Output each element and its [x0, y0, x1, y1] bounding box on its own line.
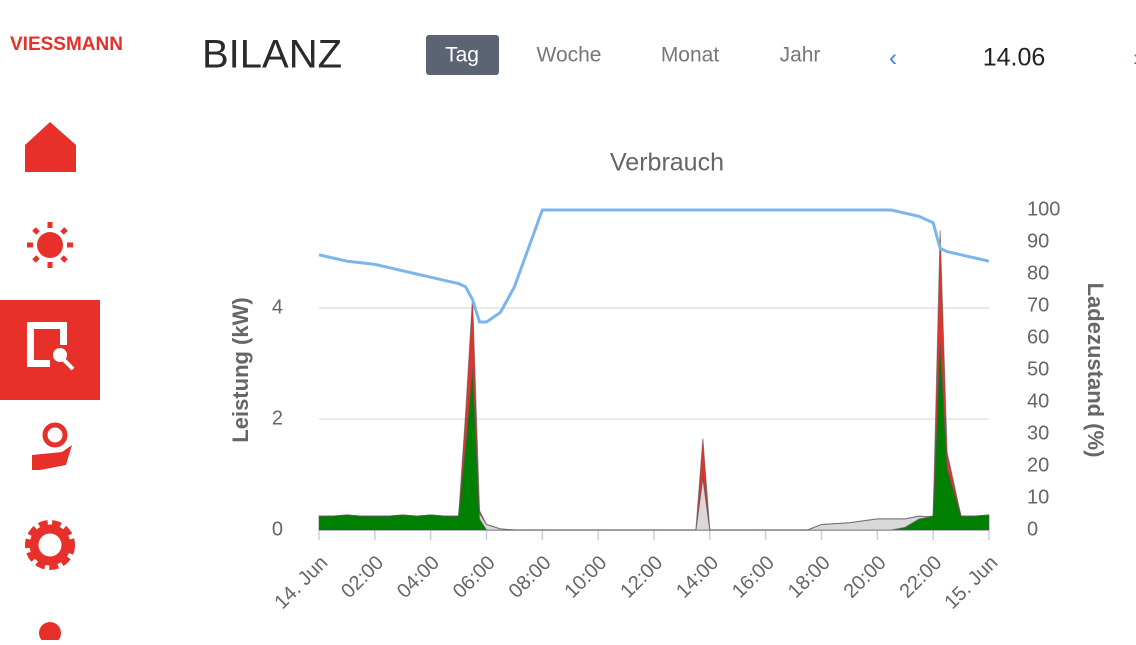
- search-icon: [53, 348, 67, 362]
- logo: VIESSMANN: [10, 34, 123, 55]
- x-tick-label: 04:00: [393, 552, 444, 603]
- nav-home[interactable]: [25, 122, 76, 172]
- soc-line: [318, 208, 990, 324]
- tab[interactable]: Tag: [445, 44, 479, 67]
- sun-icon: [37, 232, 63, 258]
- y2-tick-label: 100: [1027, 198, 1060, 220]
- y2-tick-label: 70: [1027, 294, 1049, 316]
- y2-tick-label: 40: [1027, 390, 1049, 412]
- x-tick-label: 08:00: [505, 552, 556, 603]
- x-tick-label: 14:00: [672, 552, 723, 603]
- x-tick-label: 20:00: [840, 552, 891, 603]
- y-tick-label: 4: [272, 296, 283, 318]
- nav-sun[interactable]: [27, 222, 73, 268]
- tab[interactable]: Jahr: [780, 44, 821, 67]
- chart: Verbrauch Leistung (kW) Ladezustand (%) …: [228, 149, 1108, 614]
- y2-tick-label: 20: [1027, 454, 1049, 476]
- nav-settings[interactable]: [25, 520, 75, 570]
- area: [319, 230, 990, 531]
- area: [319, 341, 990, 531]
- y2-tick-label: 50: [1027, 358, 1049, 380]
- y2-axis-title: Ladezustand (%): [1083, 283, 1108, 458]
- x-tick-label: 06:00: [449, 552, 500, 603]
- x-tick-label: 12:00: [616, 552, 667, 603]
- next-button[interactable]: ›: [1133, 44, 1136, 71]
- x-tick-label: 18:00: [784, 552, 835, 603]
- chart-title: Verbrauch: [610, 149, 724, 177]
- nav-selected-bg: [0, 300, 100, 400]
- x-tick-label: 14. Jun: [270, 552, 332, 614]
- y-tick-label: 2: [272, 407, 283, 429]
- y2-tick-label: 90: [1027, 230, 1049, 252]
- y2-tick-label: 10: [1027, 486, 1049, 508]
- report-icon: [27, 322, 67, 367]
- x-tick-label: 22:00: [895, 552, 946, 603]
- x-tick-label: 10:00: [560, 552, 611, 603]
- home-icon: [25, 122, 76, 172]
- hand-icon: [32, 445, 72, 470]
- tab[interactable]: Woche: [537, 44, 602, 67]
- y2-tick-label: 60: [1027, 326, 1049, 348]
- tab-active-bg: [426, 35, 499, 75]
- area: [318, 341, 990, 531]
- coin-icon: [42, 422, 68, 448]
- sun-rays: [27, 222, 73, 268]
- y2-tick-label: 30: [1027, 422, 1049, 444]
- tab[interactable]: Monat: [661, 44, 720, 67]
- nav-bilanz[interactable]: [0, 300, 100, 400]
- y2-tick-label: 80: [1027, 262, 1049, 284]
- tabs: Tag Woche Monat Jahr: [426, 35, 820, 75]
- date-label: 14.06: [983, 44, 1046, 72]
- gear-icon: [29, 524, 71, 566]
- y2-tick-label: 0: [1027, 518, 1038, 540]
- page-title: BILANZ: [202, 33, 342, 77]
- y-tick-label: 0: [272, 518, 283, 540]
- prev-button[interactable]: ‹: [889, 44, 897, 71]
- x-tick-label: 16:00: [728, 552, 779, 603]
- nav-hand[interactable]: [32, 422, 72, 470]
- x-tick-label: 15. Jun: [940, 552, 1002, 614]
- search-handle: [62, 358, 75, 371]
- x-tick-label: 02:00: [337, 552, 388, 603]
- y-axis-title: Leistung (kW): [228, 297, 253, 442]
- nav-more[interactable]: [39, 622, 61, 644]
